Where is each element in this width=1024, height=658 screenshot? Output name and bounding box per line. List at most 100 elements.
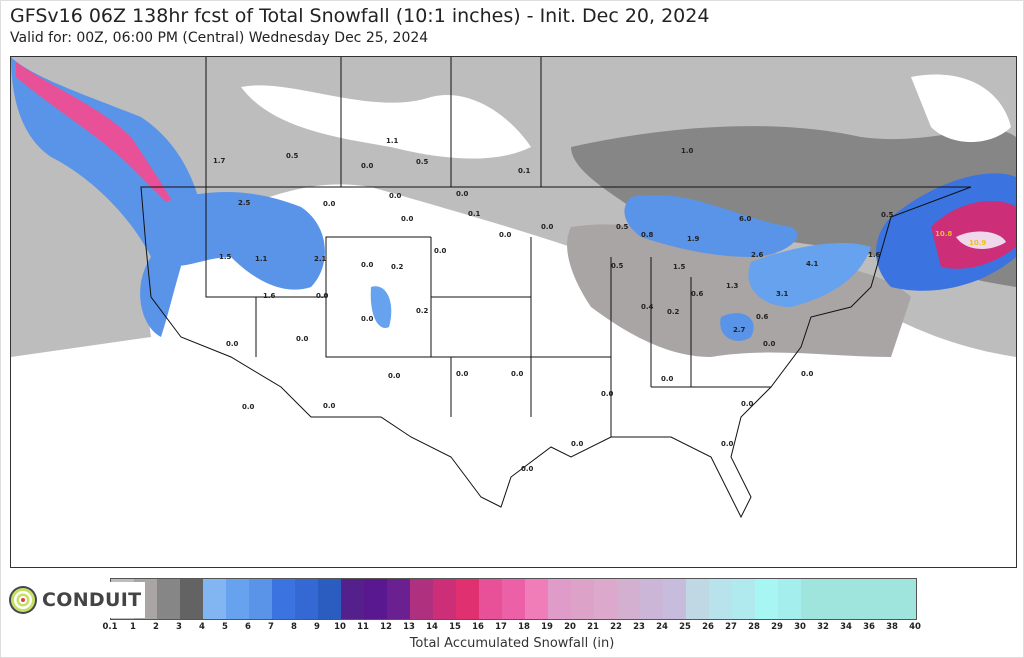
snowfall-value-label: 0.2: [416, 307, 429, 315]
colorbar-tick-label: 7: [268, 622, 274, 632]
snowfall-value-label: 0.6: [756, 313, 769, 321]
colorbar-segment: [640, 579, 663, 619]
colorbar-segment: [847, 579, 870, 619]
colorbar-segment: [410, 579, 433, 619]
colorbar-tick-label: 1: [130, 622, 136, 632]
snowfall-value-label: 0.5: [881, 211, 894, 219]
colorbar-tick-label: 18: [518, 622, 530, 632]
colorbar-segment: [801, 579, 824, 619]
colorbar-tick-label: 38: [886, 622, 898, 632]
colorbar-tick-label: 17: [495, 622, 507, 632]
colorbar-segment: [617, 579, 640, 619]
snowfall-value-label: 0.0: [601, 390, 614, 398]
snowfall-value-label: 1.5: [219, 253, 232, 261]
snowfall-value-label: 1.1: [386, 137, 399, 145]
snowfall-value-label: 0.0: [721, 440, 734, 448]
value-labels: 1.7 0.5 1.1 0.0 0.5 1.0 0.1 2.5 0.0 0.0 0.0 0.1 0.0 0…: [213, 137, 986, 473]
snowfall-value-label: 0.5: [611, 262, 624, 270]
snowfall-value-label: 0.2: [667, 308, 680, 316]
colorbar-segment: [295, 579, 318, 619]
colorbar-segment: [341, 579, 364, 619]
snowfall-value-label: 0.0: [296, 335, 309, 343]
snowfall-value-label: 0.6: [691, 290, 704, 298]
colorbar-segment: [548, 579, 571, 619]
colorbar-tick-label: 28: [748, 622, 760, 632]
colorbar-segment: [157, 579, 180, 619]
snowfall-value-label: 0.0: [571, 440, 584, 448]
colorbar-tick-label: 19: [541, 622, 553, 632]
colorbar-tick-label: 32: [817, 622, 829, 632]
snowfall-value-label: 0.0: [323, 402, 336, 410]
colorbar-tick-label: 2: [153, 622, 159, 632]
colorbar-tick-label: 16: [472, 622, 484, 632]
colorbar-segment: [824, 579, 847, 619]
colorbar-tick-label: 14: [426, 622, 438, 632]
snowfall-value-label: 0.1: [468, 210, 481, 218]
colorbar-tick-label: 4: [199, 622, 205, 632]
colorbar-tick-label: 34: [840, 622, 852, 632]
colorbar-segment: [709, 579, 732, 619]
colorbar-tick-label: 22: [610, 622, 622, 632]
snowfall-value-label: 10.8: [935, 230, 952, 238]
colorbar-tick-label: 6: [245, 622, 251, 632]
colorbar-tick-label: 11: [357, 622, 369, 632]
colorbar-segment: [663, 579, 686, 619]
colorbar: [110, 578, 917, 620]
colorbar-tick-label: 10: [334, 622, 346, 632]
colorbar-tick-label: 3: [176, 622, 182, 632]
colorbar-tick-label: 24: [656, 622, 668, 632]
snowfall-value-label: 0.5: [416, 158, 429, 166]
snowfall-value-label: 0.5: [616, 223, 629, 231]
snowfall-value-label: 0.0: [434, 247, 447, 255]
colorbar-tick-label: 0.1: [102, 622, 118, 632]
snowfall-value-label: 10.9: [969, 239, 986, 247]
snowfall-value-label: 0.0: [388, 372, 401, 380]
colorbar-segment: [686, 579, 709, 619]
colorbar-tick-label: 29: [771, 622, 783, 632]
snowfall-value-label: 2.5: [238, 199, 251, 207]
colorbar-segment: [755, 579, 778, 619]
colorbar-segment: [364, 579, 387, 619]
snowfall-value-label: 1.6: [868, 251, 881, 259]
colorbar-segment: [778, 579, 801, 619]
colorbar-tick-label: 25: [679, 622, 691, 632]
colorbar-tick-label: 5: [222, 622, 228, 632]
colorbar-segment: [226, 579, 249, 619]
snowfall-value-label: 1.5: [673, 263, 686, 271]
colorbar-segment: [387, 579, 410, 619]
snowfall-value-label: 1.0: [681, 147, 694, 155]
colorbar-segment: [893, 579, 916, 619]
snowfall-value-label: 3.1: [776, 290, 789, 298]
colorbar-tick-label: 9: [314, 622, 320, 632]
colorbar-segment: [203, 579, 226, 619]
colorbar-segment: [318, 579, 341, 619]
colorbar-segment: [502, 579, 525, 619]
map-svg: 1.7 0.5 1.1 0.0 0.5 1.0 0.1 2.5 0.0 0.0 0.0 0.1 0.0 0…: [11, 57, 1016, 519]
snowfall-value-label: 0.0: [661, 375, 674, 383]
snowfall-value-label: 0.0: [741, 400, 754, 408]
colorbar-ticks: 0.1 1 2 3 4 5 6 7 8 9 10 11 12 13 14 15 16 17 18 19 20 21 22 23…: [102, 622, 920, 634]
snowfall-value-label: 0.0: [763, 340, 776, 348]
colorbar-tick-label: 8: [291, 622, 297, 632]
snowfall-value-label: 0.8: [641, 231, 654, 239]
colorbar-tick-label: 23: [633, 622, 645, 632]
colorbar-segment: [732, 579, 755, 619]
colorbar-tick-label: 12: [380, 622, 392, 632]
logo-text: CONDUIT: [42, 589, 142, 611]
snowfall-value-label: 0.0: [401, 215, 414, 223]
snowfall-value-label: 0.2: [391, 263, 404, 271]
snowfall-value-label: 0.0: [499, 231, 512, 239]
snowfall-value-label: 4.1: [806, 260, 819, 268]
colorbar-tick-label: 40: [909, 622, 921, 632]
snowfall-value-label: 2.6: [751, 251, 764, 259]
snowfall-value-label: 0.0: [361, 261, 374, 269]
colorbar-segment: [180, 579, 203, 619]
snowfall-value-label: 0.0: [316, 292, 329, 300]
colorbar-tick-label: 26: [702, 622, 714, 632]
conduit-logo: CONDUIT: [8, 582, 146, 618]
boundaries: [140, 57, 972, 519]
chart-title: GFSv16 06Z 138hr fcst of Total Snowfall …: [10, 5, 710, 27]
colorbar-segment: [870, 579, 893, 619]
colorbar-tick-label: 30: [794, 622, 806, 632]
snowfall-value-label: 0.0: [511, 370, 524, 378]
